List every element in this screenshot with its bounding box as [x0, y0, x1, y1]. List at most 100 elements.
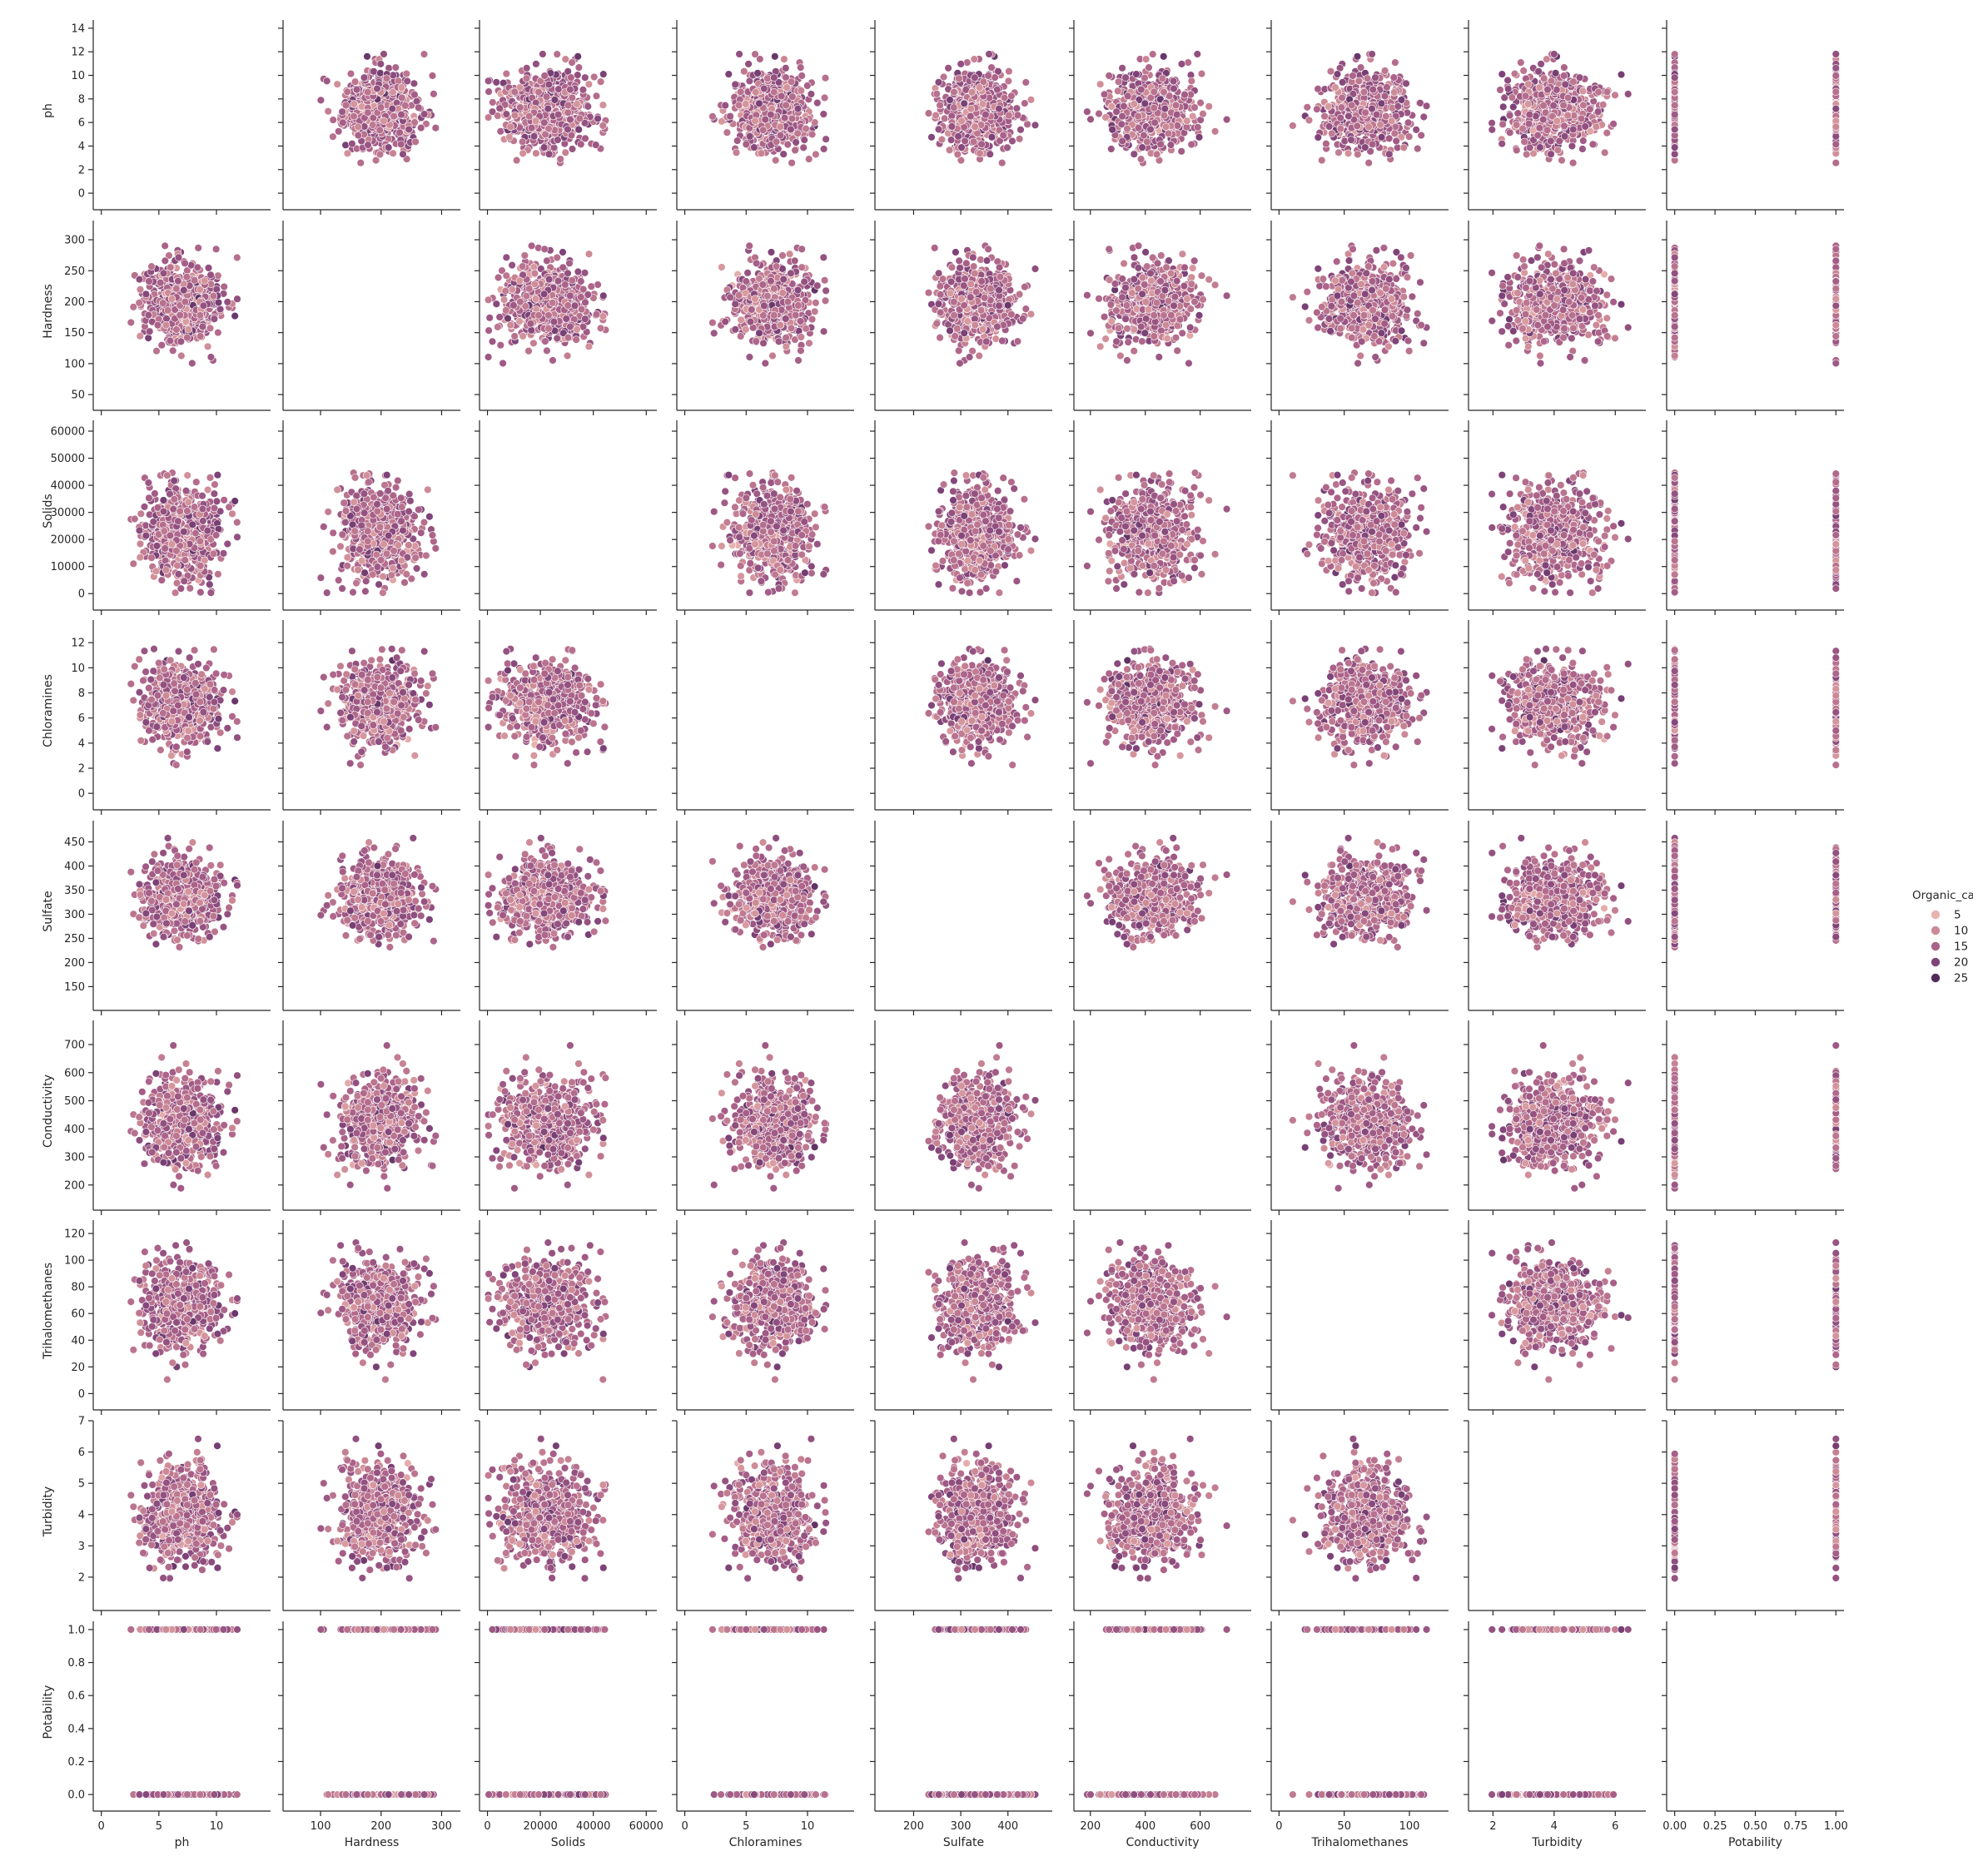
- scatter-point: [1167, 141, 1175, 149]
- scatter-point: [932, 112, 940, 119]
- scatter-point: [745, 61, 753, 68]
- scatter-point: [972, 123, 979, 131]
- scatter-point: [781, 56, 788, 63]
- y-tick-label: 8: [78, 93, 85, 106]
- scatter-point: [1131, 101, 1138, 108]
- scatter-point: [800, 144, 808, 151]
- scatter-point: [991, 74, 999, 82]
- scatter-point: [1165, 130, 1172, 137]
- scatter-point: [380, 51, 388, 58]
- scatter-point: [593, 92, 600, 100]
- scatter-point: [594, 115, 602, 122]
- scatter-point: [1008, 92, 1016, 100]
- scatter-point: [760, 85, 768, 92]
- scatter-point: [752, 117, 759, 125]
- panel-ph-vs-Conductivity: [1069, 20, 1251, 215]
- scatter-point: [1223, 116, 1230, 123]
- scatter-point: [528, 124, 535, 132]
- scatter-point: [576, 115, 584, 122]
- scatter-point: [554, 136, 562, 144]
- scatter-point: [415, 104, 422, 112]
- scatter-point: [788, 159, 796, 166]
- scatter-point: [822, 136, 830, 143]
- scatter-point: [493, 79, 500, 87]
- scatter-point: [813, 151, 820, 158]
- y-axis-label: ph: [42, 103, 55, 118]
- scatter-point: [370, 67, 378, 75]
- scatter-point: [967, 105, 975, 112]
- scatter-point: [1159, 75, 1166, 82]
- scatter-point: [938, 136, 946, 143]
- scatter-point: [935, 79, 942, 87]
- scatter-point: [323, 77, 330, 85]
- scatter-point: [330, 117, 337, 124]
- scatter-point: [599, 71, 607, 78]
- scatter-point: [355, 132, 362, 139]
- scatter-point: [404, 77, 411, 85]
- scatter-point: [756, 100, 763, 107]
- scatter-point: [1114, 87, 1121, 95]
- scatter-point: [1084, 108, 1091, 116]
- scatter-point: [430, 91, 438, 98]
- scatter-point: [945, 64, 952, 72]
- scatter-point: [1141, 100, 1149, 107]
- scatter-point: [377, 61, 385, 68]
- scatter-point: [545, 125, 553, 132]
- scatter-point: [1096, 110, 1103, 117]
- scatter-point: [1000, 132, 1007, 139]
- scatter-point: [1137, 156, 1145, 163]
- scatter-point: [1205, 102, 1213, 110]
- scatter-point: [968, 89, 976, 97]
- scatter-point: [357, 159, 365, 166]
- scatter-point: [754, 70, 762, 77]
- scatter-point: [1160, 52, 1167, 60]
- scatter-point: [1151, 119, 1159, 127]
- scatter-point: [545, 151, 553, 158]
- scatter-point: [955, 132, 962, 140]
- scatter-point: [432, 124, 440, 132]
- scatter-point: [599, 102, 607, 109]
- scatter-points: [317, 51, 440, 167]
- scatter-point: [539, 51, 547, 58]
- scatter-point: [988, 133, 996, 141]
- scatter-point: [782, 64, 789, 72]
- scatter-point: [794, 105, 802, 112]
- scatter-point: [390, 112, 398, 120]
- scatter-point: [585, 81, 593, 88]
- scatter-point: [770, 74, 778, 82]
- scatter-points: [485, 51, 609, 167]
- scatter-point: [533, 61, 540, 68]
- scatter-point: [350, 112, 358, 120]
- scatter-point: [1016, 136, 1023, 143]
- scatter-point: [986, 51, 993, 58]
- scatter-point: [978, 141, 986, 148]
- scatter-point: [777, 123, 784, 131]
- scatter-point: [1142, 56, 1150, 63]
- scatter-point: [405, 126, 413, 133]
- scatter-point: [1124, 92, 1131, 100]
- scatter-point: [743, 141, 750, 148]
- scatter-point: [1198, 70, 1205, 77]
- scatter-point: [1170, 77, 1177, 85]
- scatter-point: [496, 105, 504, 112]
- scatter-point: [1149, 51, 1156, 58]
- scatter-point: [1119, 64, 1126, 72]
- scatter-point: [781, 114, 788, 122]
- scatter-point: [554, 111, 562, 118]
- scatter-point: [577, 141, 584, 148]
- scatter-point: [567, 116, 574, 123]
- y-tick-label: 4: [78, 141, 85, 153]
- scatter-point: [1200, 110, 1207, 117]
- scatter-point: [403, 70, 410, 77]
- scatter-point: [1004, 144, 1011, 151]
- scatter-point: [1096, 81, 1104, 88]
- scatter-point: [777, 132, 784, 139]
- scatter-point: [951, 88, 958, 96]
- scatter-point: [374, 85, 381, 92]
- scatter-point: [392, 64, 400, 72]
- scatter-point: [599, 122, 607, 130]
- scatter-point: [770, 88, 778, 96]
- scatter-point: [581, 74, 589, 82]
- panel-ph-vs-Solids: [475, 20, 657, 215]
- scatter-point: [376, 127, 384, 134]
